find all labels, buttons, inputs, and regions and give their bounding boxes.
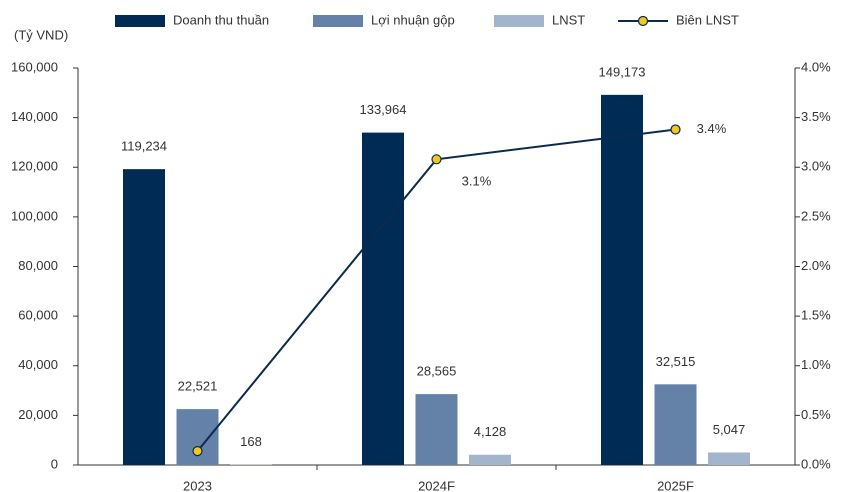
- y2-tick-label: 2.5%: [801, 208, 831, 223]
- y-tick-label: 120,000: [11, 159, 58, 174]
- legend-swatch: [313, 15, 363, 27]
- x-tick-label: 2024F: [418, 478, 455, 492]
- bar-value-label: 28,565: [417, 364, 457, 379]
- x-tick-label: 2025F: [657, 478, 694, 492]
- legend-label: Biên LNST: [676, 12, 739, 27]
- y-tick-label: 160,000: [11, 59, 58, 74]
- bar-value-label: 22,521: [178, 379, 218, 394]
- bar: [415, 394, 458, 465]
- line-value-label: 3.1%: [462, 174, 492, 189]
- bar-value-label: 4,128: [474, 424, 507, 439]
- bar: [654, 384, 697, 465]
- y2-tick-label: 3.5%: [801, 109, 831, 124]
- bar: [708, 452, 750, 465]
- legend-label: Doanh thu thuần: [173, 12, 269, 27]
- y2-tick-label: 0.5%: [801, 407, 831, 422]
- y-tick-label: 60,000: [18, 308, 58, 323]
- bar-value-label: 32,515: [656, 354, 696, 369]
- y-tick-label: 0: [51, 456, 58, 471]
- y-tick-label: 140,000: [11, 109, 58, 124]
- bar: [601, 94, 643, 465]
- line-marker: [431, 154, 442, 165]
- y-tick-label: 80,000: [18, 258, 58, 273]
- y2-tick-label: 1.0%: [801, 357, 831, 372]
- y-tick-label: 40,000: [18, 357, 58, 372]
- y2-tick-label: 3.0%: [801, 159, 831, 174]
- bar-value-label: 119,234: [121, 139, 167, 154]
- legend-swatch: [494, 15, 544, 27]
- bar-value-label: 168: [240, 434, 262, 449]
- legend-swatch: [115, 15, 165, 27]
- bar-value-label: 149,173: [599, 64, 646, 79]
- y-tick-label: 100,000: [11, 208, 58, 223]
- line-value-label: 3.4%: [697, 121, 727, 136]
- line-marker: [670, 124, 681, 135]
- y-tick-label: 20,000: [18, 407, 58, 422]
- line-marker: [192, 446, 203, 457]
- bar-value-label: 5,047: [713, 422, 746, 437]
- x-tick-label: 2023: [183, 478, 212, 492]
- bar-value-label: 133,964: [360, 102, 407, 117]
- y2-tick-label: 4.0%: [801, 59, 831, 74]
- legend-label: Lợi nhuận gộp: [371, 12, 455, 27]
- y2-tick-label: 2.0%: [801, 258, 831, 273]
- y2-tick-label: 1.5%: [801, 308, 831, 323]
- legend-label: LNST: [552, 12, 585, 27]
- legend-marker: [637, 15, 649, 27]
- bar: [469, 454, 511, 465]
- y-axis-label: (Tỷ VND): [14, 27, 68, 42]
- bar: [123, 169, 165, 465]
- bar: [176, 409, 219, 465]
- y2-tick-label: 0.0%: [801, 456, 831, 471]
- bar: [362, 132, 404, 466]
